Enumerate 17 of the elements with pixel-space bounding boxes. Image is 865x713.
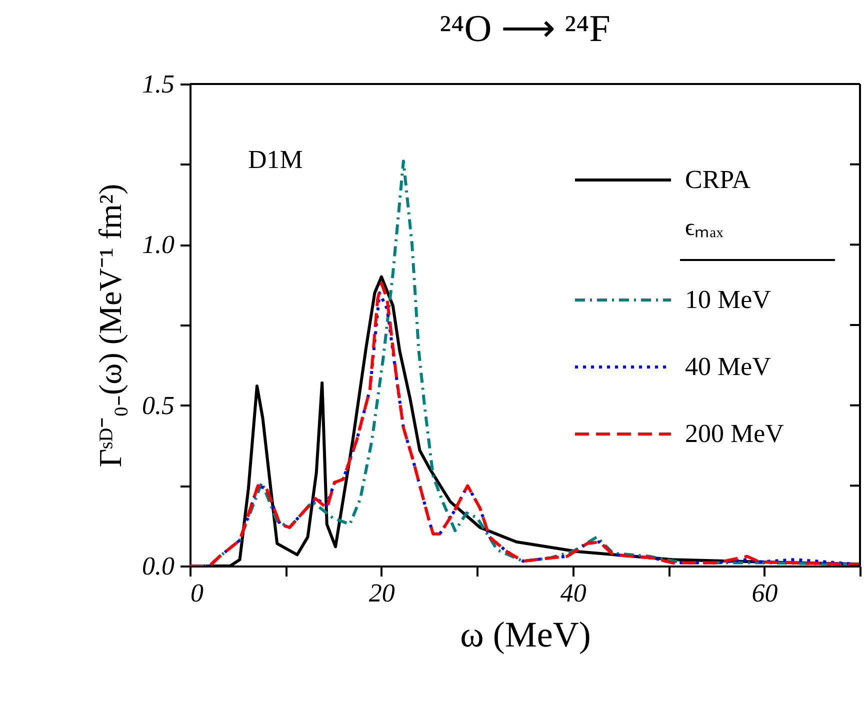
y-tick-label: 1.0: [142, 230, 174, 260]
legend-label: CRPA: [685, 165, 751, 194]
legend-label: 10 MeV: [685, 285, 772, 314]
annotation: D1M: [248, 145, 303, 174]
x-tick-label: 60: [752, 578, 778, 608]
legend-label: 40 MeV: [685, 352, 772, 381]
y-tick-label: 1.5: [142, 70, 174, 98]
legend-label: 200 MeV: [685, 419, 784, 448]
y-tick-label: 0.5: [142, 390, 174, 420]
y-tick-label: 0.0: [142, 552, 174, 580]
chart-title: ²⁴O ⟶ ²⁴F: [440, 8, 610, 50]
x-axis-title: ω (MeV): [460, 614, 591, 654]
legend-title: ϵₘₐₓ: [685, 215, 724, 241]
x-tick-label: 20: [368, 578, 395, 608]
x-tick-label: 0: [190, 578, 204, 608]
x-tick-label: 40: [560, 578, 586, 608]
y-axis-title: Γˢᴰ⁻₀₋(ω) (MeV⁻¹ fm²): [92, 184, 128, 468]
